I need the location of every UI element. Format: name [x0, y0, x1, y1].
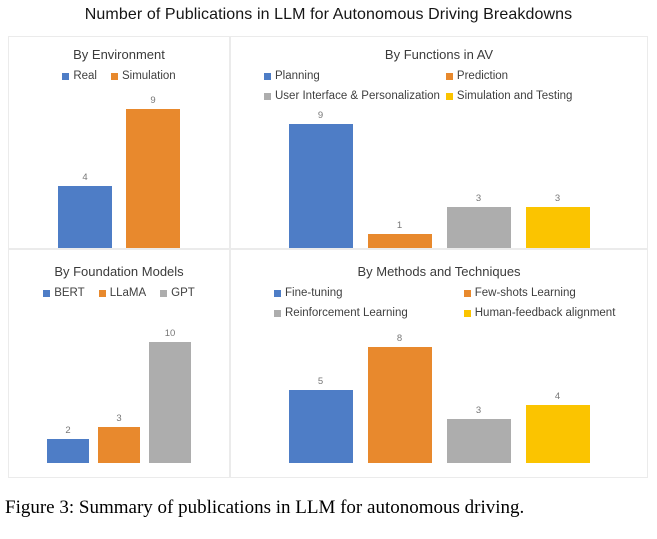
bar-group: 4 — [525, 390, 590, 463]
bar-value-label: 9 — [150, 94, 156, 106]
legend-label: Planning — [275, 70, 320, 82]
legend-item: Planning — [264, 70, 440, 82]
legend-swatch-icon — [463, 309, 471, 317]
bar-value-label: 2 — [65, 424, 71, 436]
legend-item: Real — [62, 70, 97, 82]
chart-title: By Functions in AV — [384, 47, 494, 62]
panel-by-functions-in-av: By Functions in AV Planning Prediction Use… — [230, 36, 648, 249]
legend-swatch-icon — [445, 72, 453, 80]
legend-swatch-icon — [43, 289, 51, 297]
bar-group: 2 — [47, 424, 89, 463]
chart-title: By Foundation Models — [54, 264, 184, 279]
chart-title: By Methods and Techniques — [357, 264, 521, 279]
legend-label: Simulation — [121, 70, 176, 82]
legend-swatch-icon — [445, 92, 453, 100]
legend-swatch-icon — [264, 92, 271, 100]
legend-label: BERT — [54, 287, 85, 299]
bar-group: 3 — [98, 412, 140, 463]
legend-swatch-icon — [274, 289, 281, 297]
bar-group: 3 — [446, 192, 511, 248]
legend: BERT LLaMA GPT — [43, 287, 195, 299]
panel-by-methods-and-techniques: By Methods and Techniques Fine-tuning Few… — [230, 249, 648, 478]
legend-item: User Interface & Personalization — [264, 90, 440, 102]
bar-value-label: 3 — [116, 412, 122, 424]
legend-swatch-icon — [110, 72, 118, 80]
legend-item: BERT — [43, 287, 85, 299]
legend-label: Human-feedback alignment — [474, 307, 616, 319]
bar-prediction — [367, 234, 432, 248]
legend-item: GPT — [160, 287, 195, 299]
legend-item: Reinforcement Learning — [274, 307, 408, 319]
plot-area: 5 8 3 4 — [231, 332, 647, 463]
bar-simulation — [126, 109, 180, 248]
bar-value-label: 3 — [554, 192, 561, 204]
bar-group: 9 — [288, 109, 353, 248]
legend-item: Fine-tuning — [274, 287, 408, 299]
legend-label: User Interface & Personalization — [275, 90, 440, 102]
bar-user-interface-personalization — [446, 207, 511, 248]
bar-group: 5 — [288, 375, 353, 463]
panel-by-foundation-models: By Foundation Models BERT LLaMA GPT 2 3 10 — [8, 249, 230, 478]
legend-label: GPT — [171, 287, 195, 299]
legend-item: Simulation — [110, 70, 176, 82]
legend: Real Simulation — [62, 70, 176, 82]
bar-group: 9 — [126, 94, 180, 248]
legend-item: Simulation and Testing — [445, 90, 573, 102]
bar-value-label: 4 — [554, 390, 561, 402]
legend-item: Prediction — [445, 70, 573, 82]
bar-value-label: 10 — [164, 327, 176, 339]
bar-few-shots-learning — [367, 347, 432, 463]
bar-group: 1 — [367, 219, 432, 248]
legend-label: Reinforcement Learning — [285, 307, 408, 319]
legend-label: Real — [73, 70, 97, 82]
legend-label: Few-shots Learning — [474, 287, 576, 299]
bar-value-label: 1 — [396, 219, 403, 231]
legend-label: LLaMA — [109, 287, 147, 299]
legend-label: Simulation and Testing — [456, 90, 573, 102]
legend-label: Fine-tuning — [285, 287, 343, 299]
legend-item: Human-feedback alignment — [463, 307, 616, 319]
legend-swatch-icon — [98, 289, 106, 297]
bar-value-label: 8 — [396, 332, 403, 344]
bar-real — [58, 186, 112, 248]
bar-bert — [47, 439, 89, 463]
legend-item: LLaMA — [98, 287, 147, 299]
bar-planning — [288, 124, 353, 248]
legend-swatch-icon — [264, 72, 271, 80]
bar-value-label: 3 — [475, 404, 482, 416]
plot-area: 2 3 10 — [9, 327, 229, 463]
bar-group: 4 — [58, 171, 112, 248]
bar-group: 8 — [367, 332, 432, 463]
bar-human-feedback-alignment — [525, 405, 590, 463]
chart-title: By Environment — [73, 47, 165, 62]
bar-simulation-and-testing — [525, 207, 590, 248]
bar-group: 10 — [149, 327, 191, 463]
bar-value-label: 4 — [82, 171, 88, 183]
bar-group: 3 — [525, 192, 590, 248]
legend-swatch-icon — [62, 72, 70, 80]
bar-value-label: 5 — [317, 375, 324, 387]
bar-fine-tuning — [288, 390, 353, 463]
figure-title: Number of Publications in LLM for Autono… — [84, 6, 573, 23]
bar-value-label: 3 — [475, 192, 482, 204]
legend: Fine-tuning Few-shots Learning Reinforceme… — [231, 287, 615, 319]
bar-gpt — [149, 342, 191, 463]
legend-label: Prediction — [456, 70, 509, 82]
legend-swatch-icon — [160, 289, 168, 297]
legend-swatch-icon — [274, 309, 281, 317]
bar-reinforcement-learning — [446, 419, 511, 463]
bar-value-label: 9 — [317, 109, 324, 121]
plot-area: 9 1 3 3 — [231, 109, 647, 248]
legend-item: Few-shots Learning — [463, 287, 616, 299]
legend: Planning Prediction User Interface & Perso… — [231, 70, 572, 102]
bar-llama — [98, 427, 140, 463]
legend-swatch-icon — [463, 289, 471, 297]
bar-group: 3 — [446, 404, 511, 463]
figure-caption: Figure 3: Summary of publications in LLM… — [5, 497, 525, 518]
